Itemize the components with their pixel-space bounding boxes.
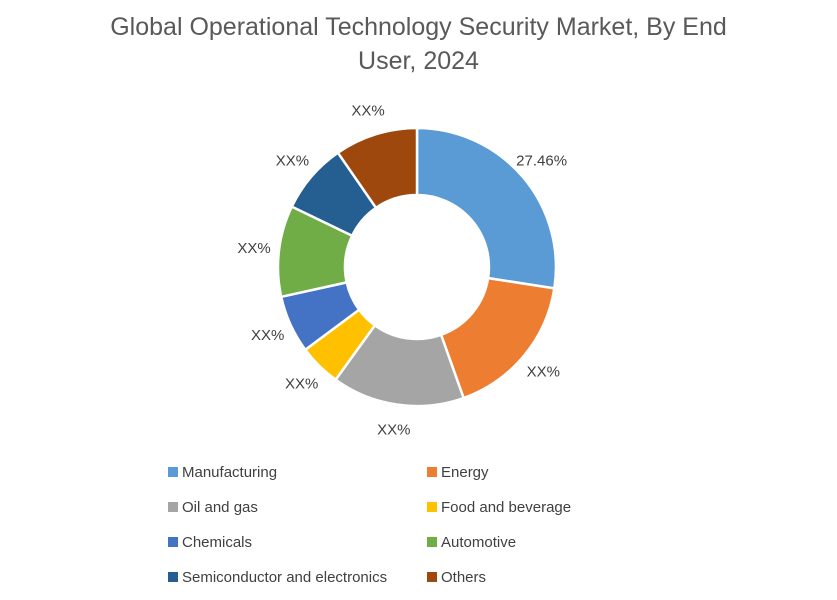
legend-swatch-automotive — [427, 537, 437, 547]
legend: Manufacturing Energy Oil and gas Food and b… — [168, 461, 571, 588]
legend-label-others: Others — [441, 568, 487, 586]
legend-item-others: Others — [427, 566, 571, 588]
legend-label-semiconductor-and-electronics: Semiconductor and electronics — [182, 568, 388, 586]
slice-manufacturing — [415, 126, 558, 290]
legend-label-energy: Energy — [441, 463, 489, 481]
legend-item-semiconductor-and-electronics: Semiconductor and electronics — [168, 566, 427, 588]
chart-title-line-1: Global Operational Technology Security M… — [110, 13, 727, 41]
legend-swatch-oil-and-gas — [168, 502, 178, 512]
legend-swatch-semiconductor-and-electronics — [168, 572, 178, 582]
chart-title: Global Operational Technology Security M… — [0, 10, 837, 78]
data-label-others: XX% — [351, 103, 384, 120]
legend-swatch-manufacturing — [168, 467, 178, 477]
slice-energy — [439, 276, 556, 400]
legend-swatch-others — [427, 572, 437, 582]
legend-item-chemicals: Chemicals — [168, 531, 427, 553]
legend-item-oil-and-gas: Oil and gas — [168, 496, 427, 518]
legend-item-automotive: Automotive — [427, 531, 571, 553]
data-label-semiconductor-and-electronics: XX% — [276, 152, 309, 169]
legend-swatch-chemicals — [168, 537, 178, 547]
legend-swatch-energy — [427, 467, 437, 477]
legend-label-chemicals: Chemicals — [182, 533, 253, 551]
legend-label-food-and-beverage: Food and beverage — [441, 498, 572, 516]
legend-label-automotive: Automotive — [441, 533, 517, 551]
data-label-chemicals: XX% — [251, 327, 284, 344]
legend-item-energy: Energy — [427, 461, 571, 483]
data-label-food-and-beverage: XX% — [285, 376, 318, 393]
slice-others — [336, 126, 419, 210]
chart-title-line-2: User, 2024 — [358, 47, 479, 75]
legend-item-manufacturing: Manufacturing — [168, 461, 427, 483]
data-label-manufacturing: 27.46% — [516, 152, 567, 169]
legend-label-oil-and-gas: Oil and gas — [182, 498, 258, 516]
data-label-energy: XX% — [527, 364, 560, 381]
data-label-oil-and-gas: XX% — [377, 421, 410, 438]
legend-label-manufacturing: Manufacturing — [182, 463, 278, 481]
data-label-automotive: XX% — [237, 240, 270, 257]
legend-swatch-food-and-beverage — [427, 502, 437, 512]
legend-item-food-and-beverage: Food and beverage — [427, 496, 571, 518]
